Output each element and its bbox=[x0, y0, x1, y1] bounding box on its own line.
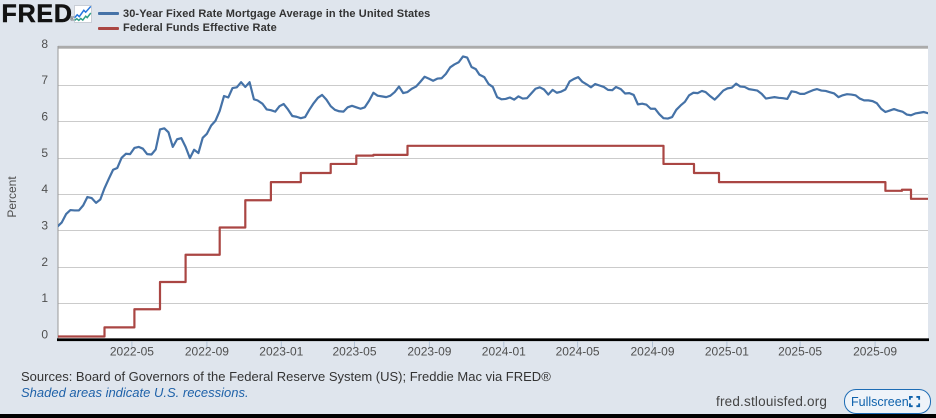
svg-text:3: 3 bbox=[41, 218, 48, 232]
svg-text:0: 0 bbox=[41, 327, 48, 341]
svg-text:2022-05: 2022-05 bbox=[110, 345, 154, 359]
svg-text:7: 7 bbox=[41, 73, 48, 87]
svg-text:2025-05: 2025-05 bbox=[778, 345, 822, 359]
svg-text:2024-05: 2024-05 bbox=[556, 345, 600, 359]
svg-text:Percent: Percent bbox=[5, 176, 19, 218]
svg-text:2025-01: 2025-01 bbox=[705, 345, 749, 359]
svg-text:8: 8 bbox=[41, 37, 48, 51]
svg-text:2022-09: 2022-09 bbox=[185, 345, 229, 359]
svg-text:2025-09: 2025-09 bbox=[853, 345, 897, 359]
svg-text:2: 2 bbox=[41, 255, 48, 269]
svg-text:2023-01: 2023-01 bbox=[259, 345, 303, 359]
svg-text:2023-05: 2023-05 bbox=[332, 345, 376, 359]
svg-text:6: 6 bbox=[41, 109, 48, 123]
svg-text:4: 4 bbox=[41, 182, 48, 196]
svg-text:1: 1 bbox=[41, 291, 48, 305]
svg-text:2023-09: 2023-09 bbox=[407, 345, 451, 359]
svg-text:2024-01: 2024-01 bbox=[482, 345, 526, 359]
svg-text:5: 5 bbox=[41, 146, 48, 160]
svg-text:2024-09: 2024-09 bbox=[630, 345, 674, 359]
